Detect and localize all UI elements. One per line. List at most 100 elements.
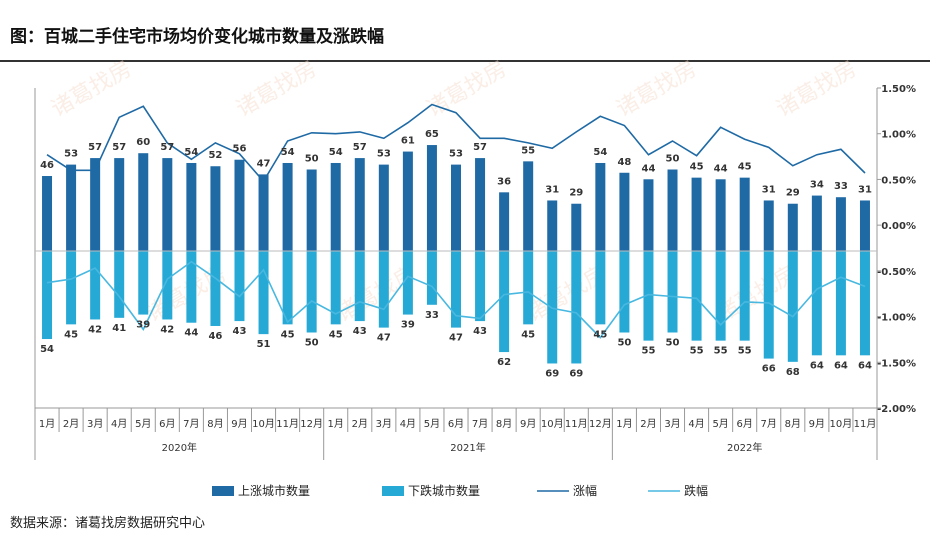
data-label-up: 45	[690, 162, 704, 173]
data-label-down: 43	[233, 326, 247, 337]
bar-up	[595, 162, 606, 251]
bar-up	[715, 179, 726, 251]
legend-label: 跌幅	[684, 483, 708, 498]
month-label: 8月	[207, 418, 223, 430]
data-label-up: 57	[88, 142, 102, 153]
bar-up	[162, 158, 173, 251]
data-label-down: 45	[329, 329, 343, 340]
month-label: 12月	[300, 418, 323, 430]
chart-title: 图：百城二手住宅市场均价变化城市数量及涨跌幅	[10, 27, 384, 47]
data-label-up: 31	[762, 184, 776, 195]
month-label: 2月	[640, 418, 656, 430]
bar-down	[42, 251, 53, 340]
data-label-up: 48	[617, 157, 631, 168]
bar-down	[234, 251, 245, 322]
data-label-down: 42	[88, 324, 102, 335]
data-label-down: 42	[160, 324, 174, 335]
data-label-up: 56	[233, 144, 247, 155]
data-label-down: 54	[40, 344, 54, 355]
bar-up	[234, 159, 245, 251]
data-label-down: 64	[810, 360, 824, 371]
bar-down	[763, 251, 774, 359]
title-divider	[0, 60, 930, 62]
right-tick-label: 0.00%	[881, 221, 916, 232]
right-tick-label: 1.50%	[881, 84, 916, 95]
right-tick-label: -1.00%	[877, 313, 916, 324]
bar-down	[186, 251, 197, 323]
bar-down	[571, 251, 582, 364]
data-label-up: 45	[738, 162, 752, 173]
month-label: 12月	[589, 418, 612, 430]
month-label: 6月	[736, 418, 752, 430]
watermark-text: 诸葛找房	[422, 57, 511, 123]
year-label: 2020年	[162, 441, 197, 454]
right-tick-label: 0.50%	[881, 175, 916, 186]
bar-down	[691, 251, 702, 341]
month-label: 5月	[712, 418, 728, 430]
data-label-down: 43	[353, 326, 367, 337]
data-label-up: 46	[40, 160, 54, 171]
data-label-down: 50	[617, 338, 631, 349]
data-label-down: 55	[641, 346, 655, 357]
data-label-up: 31	[858, 184, 872, 195]
legend-label: 上涨城市数量	[238, 483, 310, 498]
data-label-up: 31	[545, 184, 559, 195]
data-label-up: 54	[593, 147, 607, 158]
bar-up	[354, 158, 365, 251]
bar-down	[811, 251, 822, 356]
bar-up	[66, 164, 77, 251]
month-label: 4月	[400, 418, 416, 430]
month-label: 2月	[352, 418, 368, 430]
bars-layer	[42, 145, 870, 364]
bar-down	[378, 251, 389, 328]
month-label: 7月	[472, 418, 488, 430]
bar-down	[619, 251, 630, 333]
bar-up	[643, 179, 654, 251]
bar-down	[114, 251, 125, 318]
data-label-down: 50	[666, 338, 680, 349]
data-label-up: 29	[569, 188, 583, 199]
bar-down	[138, 251, 149, 315]
line-fall	[46, 260, 866, 339]
data-source: 数据来源：诸葛找房数据研究中心	[10, 516, 206, 531]
bar-down	[162, 251, 173, 320]
month-label: 4月	[111, 418, 127, 430]
data-label-down: 62	[497, 357, 511, 368]
bar-down	[787, 251, 798, 362]
data-label-up: 50	[666, 154, 680, 165]
data-label-down: 33	[425, 310, 439, 321]
month-label: 4月	[688, 418, 704, 430]
data-label-up: 57	[112, 142, 126, 153]
bar-up	[114, 158, 125, 251]
data-label-up: 54	[184, 147, 198, 158]
bar-down	[210, 251, 221, 326]
data-label-down: 68	[786, 367, 800, 378]
month-label: 9月	[231, 418, 247, 430]
bar-down	[595, 251, 606, 325]
data-label-down: 66	[762, 364, 776, 375]
data-label-down: 55	[690, 346, 704, 357]
bar-up	[451, 164, 461, 251]
bar-down	[330, 251, 341, 325]
bar-up	[138, 153, 149, 251]
data-label-up: 54	[281, 147, 295, 158]
line-rise	[46, 103, 866, 183]
year-label: 2021年	[450, 441, 485, 454]
data-label-down: 39	[136, 320, 150, 331]
bar-down	[739, 251, 750, 341]
bar-down	[426, 251, 437, 305]
axes-layer: 1.50% 1.00% 0.50% 0.00% -0.50% -1.00% -1.50% -2…	[34, 84, 916, 460]
bar-down	[715, 251, 726, 341]
bar-down	[499, 251, 510, 353]
data-label-up: 36	[497, 176, 511, 187]
month-label: 9月	[520, 418, 536, 430]
bar-up	[186, 162, 197, 251]
bar-up	[523, 161, 534, 251]
lines-layer	[46, 103, 866, 339]
data-label-down: 45	[64, 329, 78, 340]
data-label-down: 43	[473, 326, 487, 337]
bar-up	[475, 158, 486, 251]
data-label-up: 57	[353, 142, 367, 153]
data-label-up: 55	[521, 145, 535, 156]
data-label-down: 45	[521, 329, 535, 340]
